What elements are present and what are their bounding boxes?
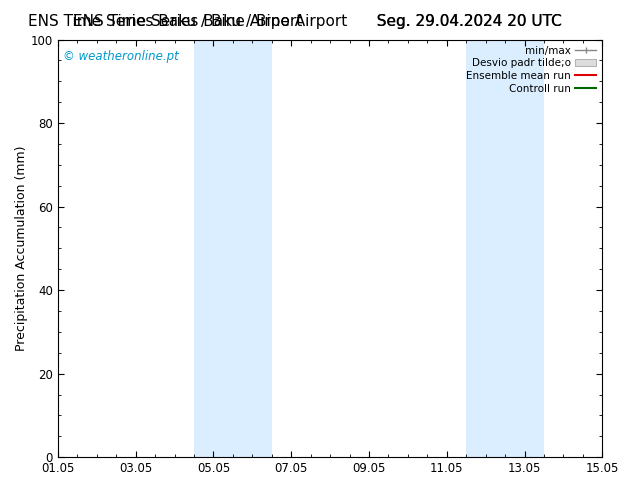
Text: Seg. 29.04.2024 20 UTC: Seg. 29.04.2024 20 UTC [377,14,562,29]
Bar [194,40,272,457]
Text: ENS Time Series Baku / Bine Airport      Seg. 29.04.2024 20 UTC: ENS Time Series Baku / Bine Airport Seg.… [73,14,561,29]
Bar [466,40,544,457]
Y-axis label: Precipitation Accumulation (mm): Precipitation Accumulation (mm) [15,146,28,351]
Text: © weatheronline.pt: © weatheronline.pt [63,50,179,63]
Legend: min/max, Desvio padr tilde;o, Ensemble mean run, Controll run: min/max, Desvio padr tilde;o, Ensemble m… [462,42,600,98]
Text: ENS Time Series Baku / Bine Airport: ENS Time Series Baku / Bine Airport [28,14,302,29]
